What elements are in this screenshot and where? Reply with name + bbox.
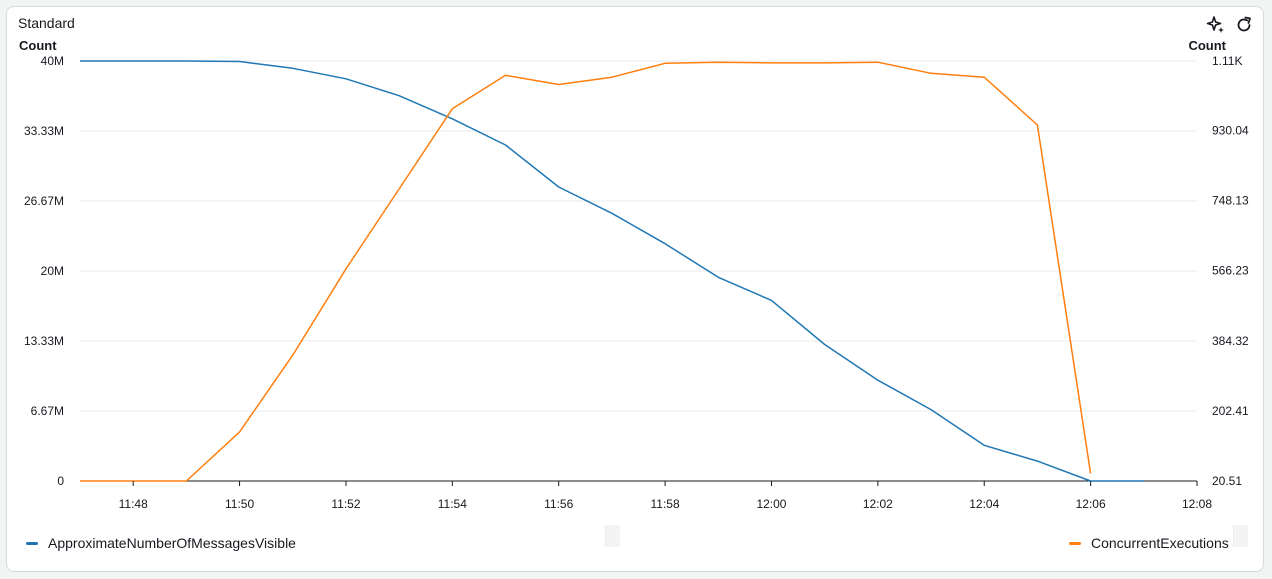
y-right-tick-label: 930.04 — [1212, 123, 1249, 137]
y-right-tick-label: 1.11K — [1212, 54, 1242, 68]
legend-swatch-blue — [26, 541, 38, 545]
legend-swatch-orange — [1069, 541, 1081, 545]
x-tick-label: 12:06 — [1076, 497, 1106, 511]
x-tick-label: 12:04 — [969, 497, 999, 511]
x-tick-label: 12:02 — [863, 497, 893, 511]
legend-item-concurrent-executions[interactable]: ConcurrentExecutions — [1069, 535, 1229, 551]
y-right-tick-label: 566.23 — [1212, 264, 1249, 278]
series-line-concurrent-executions — [80, 61, 1092, 482]
left-axis-title: Count — [19, 38, 57, 53]
x-tick-label: 12:00 — [756, 497, 786, 511]
y-left-tick-label: 0 — [57, 474, 64, 488]
x-tick-label: 11:52 — [331, 497, 360, 511]
y-left-tick-label: 13.33M — [24, 334, 64, 348]
y-right-tick-label: 384.32 — [1212, 334, 1249, 348]
legend-item-messages-visible[interactable]: ApproximateNumberOfMessagesVisible — [26, 535, 296, 551]
legend-label: ApproximateNumberOfMessagesVisible — [48, 535, 296, 551]
y-left-tick-label: 20M — [41, 264, 64, 278]
series-line-messages-visible — [80, 60, 1144, 482]
legend-divider — [605, 525, 620, 547]
y-left-tick-label: 40M — [41, 54, 64, 68]
y-right-tick-label: 20.51 — [1212, 474, 1242, 488]
y-left-tick-label: 26.67M — [24, 194, 64, 208]
y-left-tick-label: 6.67M — [31, 404, 64, 418]
x-tick-label: 11:50 — [225, 497, 254, 511]
refresh-icon[interactable] — [1234, 15, 1254, 35]
sparkle-icon[interactable] — [1206, 15, 1226, 35]
x-tick-label: 12:08 — [1182, 497, 1212, 511]
y-right-tick-label: 748.13 — [1212, 194, 1249, 208]
widget-title: Standard — [18, 15, 75, 31]
legend-divider — [1233, 525, 1248, 547]
chart-widget — [6, 6, 1264, 572]
x-tick-label: 11:58 — [651, 497, 680, 511]
y-left-tick-label: 33.33M — [24, 124, 64, 138]
x-tick-label: 11:48 — [119, 497, 148, 511]
x-tick-label: 11:54 — [438, 497, 467, 511]
legend-label: ConcurrentExecutions — [1091, 535, 1229, 551]
x-tick-label: 11:56 — [544, 497, 573, 511]
y-right-tick-label: 202.41 — [1212, 404, 1249, 418]
right-axis-title: Count — [1188, 38, 1226, 53]
